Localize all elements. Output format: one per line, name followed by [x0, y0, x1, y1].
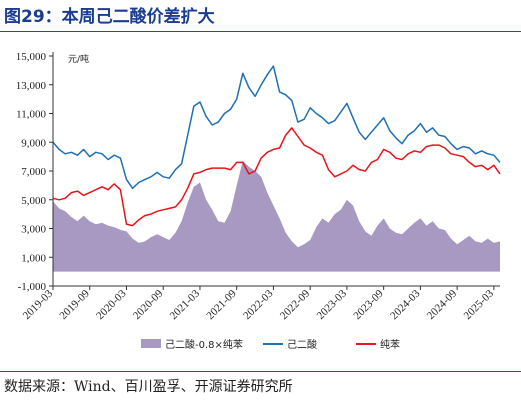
y-tick-label: 3,000 — [21, 224, 46, 236]
y-tick-label: 13,000 — [16, 80, 47, 92]
series-area-0 — [53, 160, 500, 272]
source-divider — [0, 371, 521, 372]
title-divider — [0, 31, 521, 32]
series-line-1 — [52, 65, 501, 190]
chart: -1,000 1,000 3,000 5,000 7,000 9,000 11,000 13,… — [16, 51, 501, 351]
y-tick-label: 1,000 — [21, 252, 46, 264]
x-tick-label: 2020-09 — [131, 287, 166, 322]
x-tick-label: 2021-09 — [204, 287, 239, 322]
x-tick-label: 2020-03 — [94, 287, 129, 322]
x-tick-label: 2023-09 — [351, 287, 386, 322]
unit-label: 元/吨 — [68, 53, 89, 65]
y-axis: -1,000 1,000 3,000 5,000 7,000 9,000 11,000 13,… — [16, 51, 54, 293]
legend-label-0: 己二酸-0.8×纯苯 — [165, 338, 243, 351]
data-source: 数据来源：Wind、百川盈孚、开源证券研究所 — [4, 379, 293, 395]
legend-label-2: 纯苯 — [380, 338, 400, 351]
x-tick-label: 2021-03 — [168, 287, 203, 322]
x-tick-label: 2024-09 — [425, 287, 460, 322]
y-tick-label: 5,000 — [21, 195, 46, 207]
plot-area — [52, 65, 501, 272]
x-tick-label: 2019-09 — [57, 287, 92, 322]
chart-title: 图29：本周己二酸价差扩大 — [4, 7, 215, 27]
legend-swatch-0 — [141, 339, 161, 348]
y-tick-label: 15,000 — [16, 51, 47, 63]
legend: 己二酸-0.8×纯苯 己二酸 纯苯 — [141, 338, 400, 351]
series-line-2 — [52, 127, 501, 227]
y-tick-label: 11,000 — [16, 109, 46, 121]
y-tick-label: 9,000 — [21, 137, 46, 149]
x-axis: 2019-03 2019-09 2020-03 2020-09 2021-03 2021-… — [21, 285, 500, 322]
legend-label-1: 己二酸 — [287, 338, 317, 351]
x-tick-label: 2023-03 — [315, 287, 350, 322]
x-tick-label: 2024-03 — [388, 287, 423, 322]
x-tick-label: 2025-03 — [462, 287, 497, 322]
x-tick-label: 2022-03 — [241, 287, 276, 322]
y-tick-label: 7,000 — [21, 166, 46, 178]
x-tick-label: 2022-09 — [278, 287, 313, 322]
y-tick-label: -1,000 — [18, 281, 47, 293]
